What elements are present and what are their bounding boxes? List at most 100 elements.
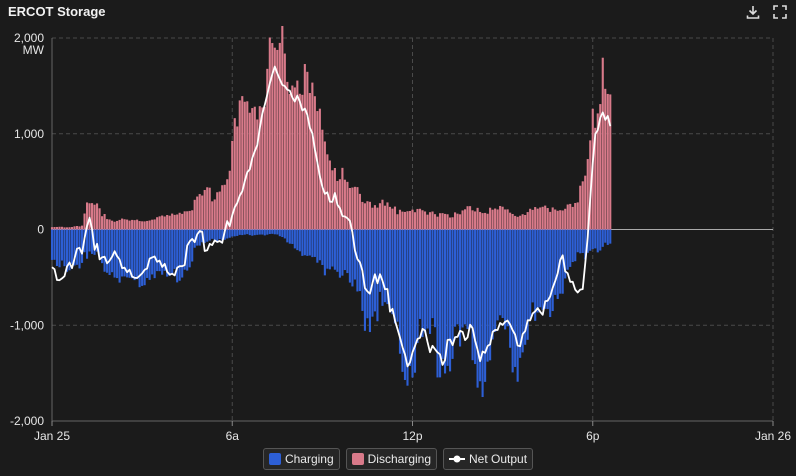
chart-title: ERCOT Storage [8, 4, 106, 19]
charging-bar [443, 229, 447, 374]
bars [50, 26, 612, 398]
discharging-bar [223, 184, 226, 230]
charging-bar [579, 229, 582, 254]
charging-bar [381, 229, 384, 306]
charging-bar [338, 229, 341, 278]
discharging-bar [263, 106, 266, 230]
discharging-bar [176, 214, 179, 230]
discharging-bar [604, 88, 607, 230]
charging-bar [398, 229, 402, 354]
charging-bar [246, 229, 249, 235]
charging-bar [168, 229, 171, 276]
charging-bar [363, 229, 366, 331]
fullscreen-icon[interactable] [771, 3, 789, 21]
charging-bar [286, 229, 289, 243]
discharging-bar [248, 112, 251, 230]
discharging-bar [318, 108, 321, 230]
charging-bar [231, 229, 234, 237]
discharging-bar [143, 221, 146, 230]
charging-bar [111, 229, 114, 273]
charging-bar [526, 229, 529, 340]
charging-bar [283, 229, 286, 239]
charging-bar [408, 229, 412, 366]
discharging-bar [141, 221, 144, 230]
legend-item-charging[interactable]: Charging [262, 448, 340, 470]
discharging-bar [171, 213, 174, 230]
charging-bar [536, 229, 539, 313]
download-icon[interactable] [744, 3, 762, 21]
charging-bar [346, 229, 349, 274]
charging-bar [466, 229, 469, 330]
charging-bar [123, 229, 126, 277]
charging-bar [266, 229, 269, 235]
charging-bar [499, 229, 502, 316]
discharging-bar [521, 214, 524, 230]
discharging-bar [178, 212, 181, 230]
charging-bar [141, 229, 144, 286]
discharging-bar [363, 203, 366, 230]
discharging-bar [406, 211, 409, 230]
charging-bar [386, 229, 389, 305]
charging-bar [451, 229, 454, 359]
discharging-bar [96, 203, 99, 230]
discharging-bar [186, 211, 189, 230]
discharging-bar [408, 210, 412, 230]
charging-bar [153, 229, 156, 279]
discharging-bar [438, 213, 442, 230]
discharging-bar [356, 187, 359, 230]
discharging-bar [53, 227, 56, 230]
charging-bar [531, 229, 534, 303]
discharging-bar [486, 213, 489, 230]
chart-legend: Charging Discharging Net Output [0, 448, 796, 472]
discharging-bar [93, 204, 96, 230]
charging-bar [368, 229, 371, 333]
discharging-bar [579, 185, 582, 230]
discharging-bar [378, 203, 382, 230]
charging-bar [328, 229, 331, 270]
discharging-bar [98, 208, 101, 230]
discharging-bar [454, 212, 457, 230]
discharging-bar [60, 226, 64, 230]
charging-bar [569, 229, 572, 267]
charging-bar [143, 229, 146, 286]
discharging-bar [276, 49, 279, 230]
charging-bar [519, 229, 522, 358]
charging-bar [136, 229, 139, 280]
charging-bar [251, 229, 254, 236]
discharging-bar [301, 94, 304, 230]
discharging-bar [183, 211, 186, 230]
charging-bar [113, 229, 116, 278]
discharging-bar [576, 202, 579, 230]
discharging-bar [116, 220, 119, 230]
discharging-bar [121, 218, 124, 230]
discharging-bar [544, 205, 547, 230]
discharging-bar [391, 208, 394, 230]
charging-bar [306, 229, 309, 256]
y-tick-label: 1,000 [14, 127, 44, 141]
charging-bar [521, 229, 524, 353]
charging-bar [203, 229, 206, 243]
charging-bar [393, 229, 397, 324]
charging-bar [606, 229, 609, 245]
discharging-bar [163, 216, 166, 230]
discharging-bar [561, 210, 564, 230]
discharging-bar [451, 217, 454, 230]
charging-bar [556, 229, 559, 299]
y-tick-label: -2,000 [10, 414, 44, 428]
legend-item-net-output[interactable]: Net Output [443, 448, 534, 470]
discharging-bar [216, 192, 219, 230]
discharging-bar [491, 209, 494, 230]
discharging-bar [126, 219, 129, 230]
y-tick-label: 2,000 [14, 31, 44, 45]
discharging-bar [346, 181, 349, 230]
legend-item-discharging[interactable]: Discharging [345, 448, 438, 470]
discharging-bar [131, 219, 134, 230]
discharging-bar [136, 219, 139, 230]
charging-bar [191, 229, 194, 262]
discharging-bar [524, 214, 527, 230]
discharging-bar [549, 211, 552, 230]
discharging-bar [496, 209, 499, 230]
charging-bar [313, 229, 316, 257]
charging-bar [431, 229, 434, 319]
charging-bar [146, 229, 149, 278]
